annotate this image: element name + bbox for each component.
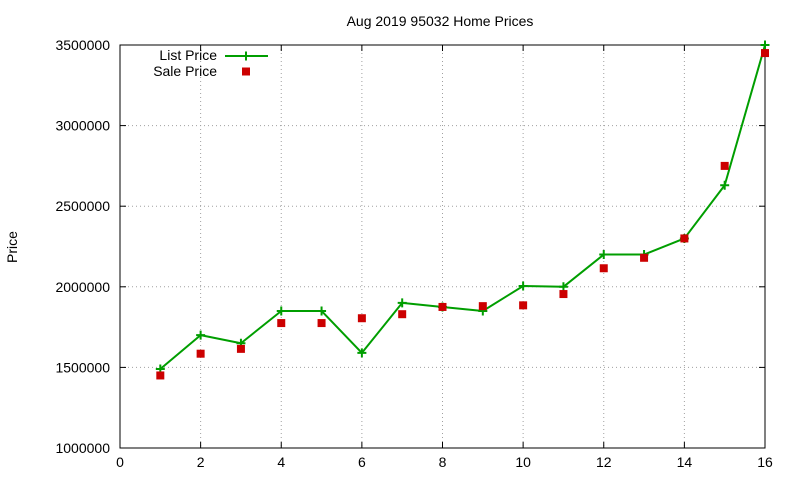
y-tick-label: 3000000 [55,118,110,134]
sale-price-point [640,253,649,262]
sale-price-point [317,319,326,328]
x-tick-label: 2 [197,454,205,470]
plot-frame [119,44,766,449]
sale-price-point [680,234,689,243]
legend-label-sale-price: Sale Price [153,63,217,79]
y-axis-label: Price [4,231,20,263]
legend-label-list-price: List Price [159,47,217,63]
list-price-point [276,306,286,316]
y-axis: 1000000 1500000 2000000 2500000 3000000 35000… [55,37,765,456]
x-tick-label: 4 [277,454,285,470]
list-price-point [599,250,609,260]
y-tick-label: 2000000 [55,279,110,295]
y-tick-label: 2500000 [55,198,110,214]
sale-price-point [559,290,568,299]
x-tick-label: 14 [677,454,693,470]
sale-price-point [761,49,769,58]
x-tick-label: 0 [116,454,124,470]
list-price-point [558,282,568,292]
chart-title: Aug 2019 95032 Home Prices [347,13,534,29]
x-tick-label: 12 [596,454,612,470]
list-price-point [397,298,407,308]
legend: List Price Sale Price [153,47,268,79]
list-price-point [357,348,367,358]
sale-price-point [519,301,528,310]
sale-price-point [478,302,487,311]
list-price-line [159,44,766,370]
sale-price-point [398,310,407,319]
x-tick-label: 10 [515,454,531,470]
list-price-point [317,306,327,316]
list-price-point [720,180,730,190]
list-price-point [760,40,770,50]
legend-marker-list-price [241,51,251,61]
list-price-point [518,281,528,291]
grid-lines [120,45,765,448]
x-axis: 0 2 4 6 8 10 12 14 16 [116,45,773,470]
sale-price-point [438,302,447,311]
x-tick-label: 6 [358,454,366,470]
sale-price-point [236,344,245,353]
x-tick-label: 8 [439,454,447,470]
x-tick-label: 16 [757,454,773,470]
list-price-point [196,330,206,340]
sale-price-point [599,264,608,273]
sale-price-point [720,161,729,170]
sale-price-point [277,319,286,328]
y-tick-label: 1500000 [55,359,110,375]
legend-marker-sale-price [242,67,250,76]
data-series [155,40,770,380]
sale-price-point [196,349,205,358]
y-tick-label: 1000000 [55,440,110,456]
sale-price-point [357,314,366,323]
sale-price-point [156,371,165,380]
y-tick-label: 3500000 [55,37,110,53]
